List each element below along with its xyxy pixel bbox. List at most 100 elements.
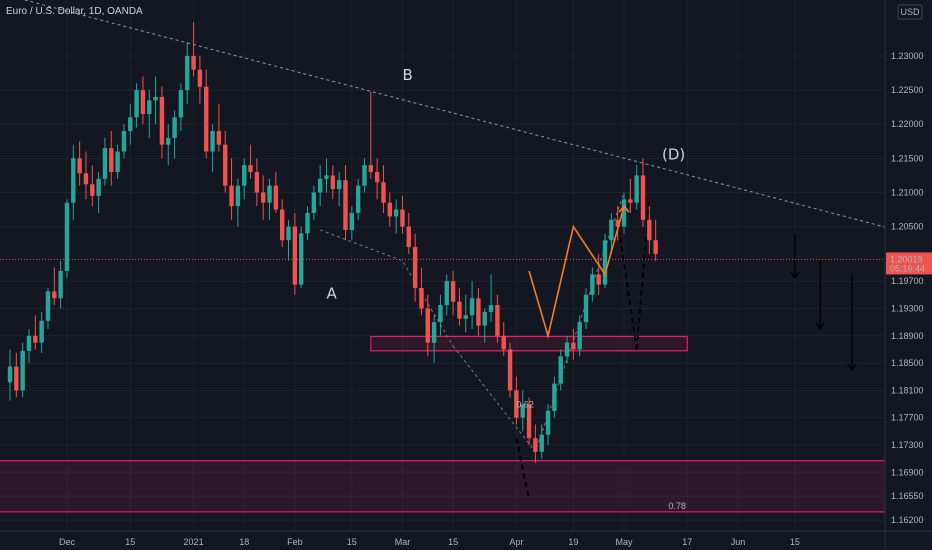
candle-body: [640, 175, 646, 220]
candle-body: [425, 308, 430, 343]
candle-body: [166, 137, 171, 145]
candle-body: [191, 55, 196, 70]
candle-body: [197, 69, 203, 87]
candle-body: [336, 180, 342, 190]
candle-body: [571, 342, 576, 350]
y-tick-label: 1.19300: [891, 303, 924, 313]
price-tag-countdown: 05:16:44: [890, 263, 925, 273]
candle-body: [311, 192, 317, 213]
y-tick-label: 1.22000: [891, 119, 924, 129]
candle-body: [539, 434, 544, 452]
candle-body: [469, 298, 475, 316]
x-tick-label: 15: [347, 537, 357, 547]
candle-body: [33, 335, 38, 343]
y-tick-label: 1.21500: [891, 153, 924, 163]
x-tick-label: 15: [448, 537, 458, 547]
candle-body: [552, 383, 557, 411]
candle-body: [286, 226, 291, 241]
candle-body: [495, 305, 500, 336]
x-tick-label: Jun: [731, 537, 746, 547]
chart-title: Euro / U.S. Dollar, 1D, OANDA: [6, 6, 143, 17]
wave-label-d: (D): [662, 146, 685, 164]
candle-body: [90, 184, 95, 196]
candle-body: [64, 202, 70, 271]
candle-body: [501, 335, 506, 350]
candle-body: [298, 233, 304, 285]
candle-body: [292, 226, 298, 285]
support-zone: [0, 460, 897, 513]
candle-body: [115, 151, 120, 172]
candle-body: [545, 410, 551, 435]
candle-body: [609, 219, 614, 241]
projection-arrow-head: [618, 204, 630, 213]
candle-body: [590, 274, 595, 295]
currency-badge-label: USD: [900, 7, 920, 17]
candle-body: [134, 90, 139, 118]
candle-body: [204, 86, 209, 152]
candle-body: [305, 212, 310, 234]
candle-body: [242, 165, 247, 186]
candle-body: [393, 209, 399, 217]
projection-path: [635, 199, 651, 350]
candle-body: [83, 173, 89, 185]
candle-body: [45, 291, 51, 321]
y-tick-label: 1.21000: [891, 187, 924, 197]
y-tick-label: 1.17300: [891, 440, 924, 450]
price-tag: [886, 252, 932, 275]
candle-body: [419, 288, 424, 309]
candle-body: [26, 335, 32, 351]
wave-label-b: B: [402, 66, 412, 84]
x-tick-label: 17: [682, 537, 692, 547]
candle-body: [52, 291, 57, 299]
candle-body: [362, 165, 367, 186]
candle-body: [343, 180, 348, 231]
projection-orange: [528, 205, 625, 339]
candle-body: [349, 212, 355, 231]
candle-body: [577, 322, 582, 350]
candle-body: [261, 192, 266, 203]
candle-body: [248, 165, 253, 172]
price-tag-value: 1.20019: [890, 254, 923, 264]
candle-body: [58, 270, 63, 299]
candle-body: [406, 226, 411, 248]
candle-body: [172, 117, 177, 138]
candle-body: [450, 281, 456, 302]
x-tick-label: Feb: [287, 537, 303, 547]
y-tick-label: 1.16900: [891, 467, 924, 477]
resistance-zone: [370, 335, 688, 352]
x-tick-label: May: [616, 537, 634, 547]
candle-body: [178, 90, 184, 118]
candle-body: [602, 240, 608, 285]
y-tick-label: 1.18100: [891, 385, 924, 395]
y-tick-label: 1.20500: [891, 222, 924, 232]
candle-body: [431, 322, 437, 343]
candle-body: [153, 96, 158, 101]
candle-body: [324, 175, 329, 179]
candle-body: [533, 438, 538, 452]
candle-body: [583, 294, 589, 323]
candle-body: [476, 298, 481, 326]
candle-body: [355, 185, 361, 213]
currency-badge[interactable]: [897, 4, 923, 20]
candle-body: [210, 131, 215, 152]
candle-body: [128, 117, 133, 132]
candle-body: [159, 96, 165, 145]
y-tick-label: 1.22500: [891, 85, 924, 95]
candle-body: [438, 305, 443, 323]
candle-body: [102, 148, 108, 179]
candle-body: [185, 55, 190, 91]
candle-body: [647, 219, 652, 241]
y-tick-label: 1.17700: [891, 413, 924, 423]
annotation-label: 0.62: [516, 399, 534, 409]
candle-body: [235, 185, 241, 207]
y-tick-label: 1.18500: [891, 358, 924, 368]
x-tick-label: 19: [568, 537, 578, 547]
candle-body: [520, 404, 525, 418]
candle-body: [374, 171, 380, 183]
candle-body: [77, 158, 82, 174]
candle-body: [558, 356, 563, 384]
candle-body: [634, 175, 639, 203]
candle-body: [20, 350, 25, 391]
